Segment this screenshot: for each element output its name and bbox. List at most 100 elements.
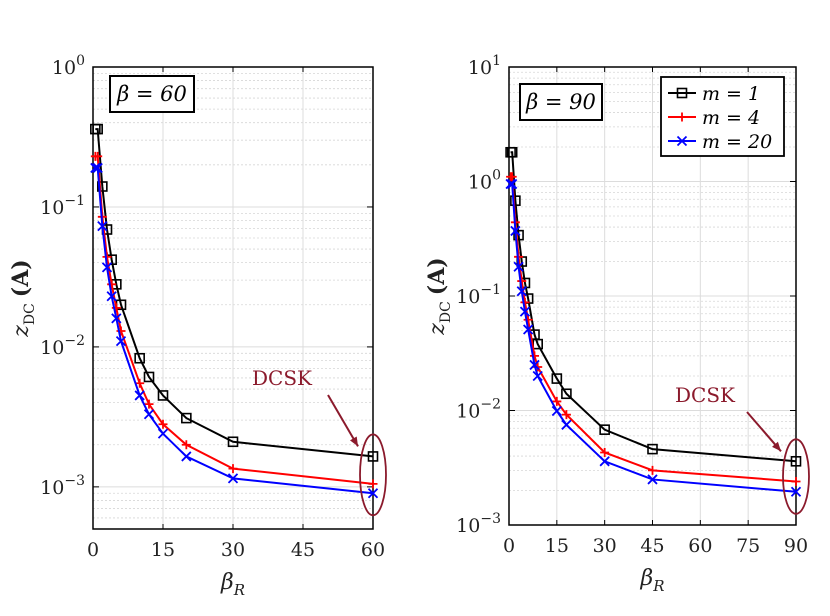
y-tick-label: 100 <box>468 168 501 194</box>
series-line <box>95 155 374 485</box>
data-point <box>647 443 658 455</box>
y-tick-label: 101 <box>468 53 501 79</box>
chart-panel-2: 0 15 30 45 60 75 90 10−3 10−2 10−1 100 101 βR zDC(A) β… <box>424 53 810 595</box>
data-point <box>106 291 117 302</box>
x-tick-label: 30 <box>593 535 617 557</box>
data-point <box>647 474 658 485</box>
y-axis-title: zDC(A) <box>8 259 38 337</box>
y-tick-label: 10−3 <box>456 511 501 537</box>
data-point <box>599 456 610 467</box>
series-m=4 <box>506 172 801 486</box>
data-point <box>790 486 802 497</box>
data-point <box>522 324 534 335</box>
legend-swatch-marker <box>676 135 688 147</box>
legend-swatch-marker <box>676 87 688 99</box>
x-axis-title: βR <box>220 570 245 599</box>
data-point <box>530 351 540 361</box>
y-tick-label: 10−3 <box>40 473 85 499</box>
dcsk-ellipse <box>782 438 810 515</box>
series-line <box>510 151 797 463</box>
data-point <box>157 390 169 401</box>
data-point <box>227 473 239 484</box>
data-point <box>367 488 379 499</box>
data-point <box>134 352 145 364</box>
data-point <box>600 447 610 457</box>
data-point <box>513 229 524 241</box>
dcsk-ellipse <box>359 433 387 517</box>
x-tick-label: 30 <box>221 539 245 561</box>
x-tick-label: 90 <box>784 535 808 557</box>
data-point <box>790 456 802 467</box>
series-m=1 <box>90 123 379 462</box>
data-point <box>227 436 239 448</box>
data-point <box>367 451 379 462</box>
data-point <box>97 220 108 232</box>
series-m=20 <box>90 162 379 499</box>
data-point <box>181 412 192 424</box>
x-tick-label: 15 <box>545 535 569 557</box>
data-point <box>505 178 516 190</box>
data-point <box>507 172 517 182</box>
data-point <box>107 279 117 289</box>
data-point <box>529 359 540 371</box>
data-point <box>507 178 518 190</box>
series-line <box>510 183 797 493</box>
x-tick-label: 45 <box>640 535 664 557</box>
series-line <box>95 128 374 458</box>
x-tick-label: 60 <box>688 535 712 557</box>
y-tick-label: 10−2 <box>40 333 85 359</box>
data-point <box>143 371 155 383</box>
data-point <box>92 162 103 174</box>
y-axis-title: zDC(A) <box>424 257 454 335</box>
legend-entry: m = 1 <box>702 83 760 105</box>
data-point <box>97 181 108 192</box>
data-point <box>101 262 113 273</box>
data-point <box>599 424 610 435</box>
data-point <box>135 378 145 388</box>
data-point <box>510 225 521 237</box>
legend: m = 1m = 4m = 20 <box>660 76 785 157</box>
dcsk-label: DCSK <box>252 366 313 390</box>
x-tick-label: 0 <box>503 535 515 557</box>
data-point <box>519 306 531 317</box>
data-point <box>368 479 378 489</box>
y-tick-label: 10−2 <box>456 397 501 423</box>
data-point <box>791 476 801 486</box>
data-point <box>561 388 572 400</box>
data-point <box>157 428 169 439</box>
dcsk-label: DCSK <box>675 383 736 407</box>
data-point <box>92 123 103 135</box>
y-tick-label: 100 <box>52 53 85 79</box>
data-point <box>523 315 533 325</box>
data-point <box>516 286 527 297</box>
data-point <box>143 409 155 420</box>
beta-label: β = 60 <box>116 82 187 106</box>
series-m=20 <box>505 178 802 497</box>
data-point <box>181 440 191 450</box>
data-point <box>551 405 562 417</box>
y-tick-label: 10−1 <box>40 193 85 219</box>
data-point <box>532 370 543 382</box>
dcsk-arrowhead <box>349 436 358 447</box>
data-point <box>510 195 521 206</box>
data-point <box>115 335 127 347</box>
data-point <box>561 410 571 420</box>
legend-entry: m = 20 <box>702 131 772 153</box>
dcsk-arrow <box>327 394 359 447</box>
series-m=1 <box>505 146 802 467</box>
legend-entry: m = 4 <box>702 107 760 129</box>
data-point <box>552 396 562 406</box>
data-point <box>144 399 154 409</box>
data-point <box>551 373 563 384</box>
data-point <box>158 419 168 429</box>
data-point <box>111 313 122 324</box>
data-point <box>506 146 518 158</box>
data-point <box>93 151 103 161</box>
data-point <box>228 464 238 474</box>
beta-label-box <box>109 75 195 113</box>
data-point <box>134 390 145 401</box>
data-point <box>648 465 657 475</box>
x-tick-label: 75 <box>736 535 760 557</box>
data-point <box>181 451 192 462</box>
x-tick-label: 15 <box>151 539 175 561</box>
